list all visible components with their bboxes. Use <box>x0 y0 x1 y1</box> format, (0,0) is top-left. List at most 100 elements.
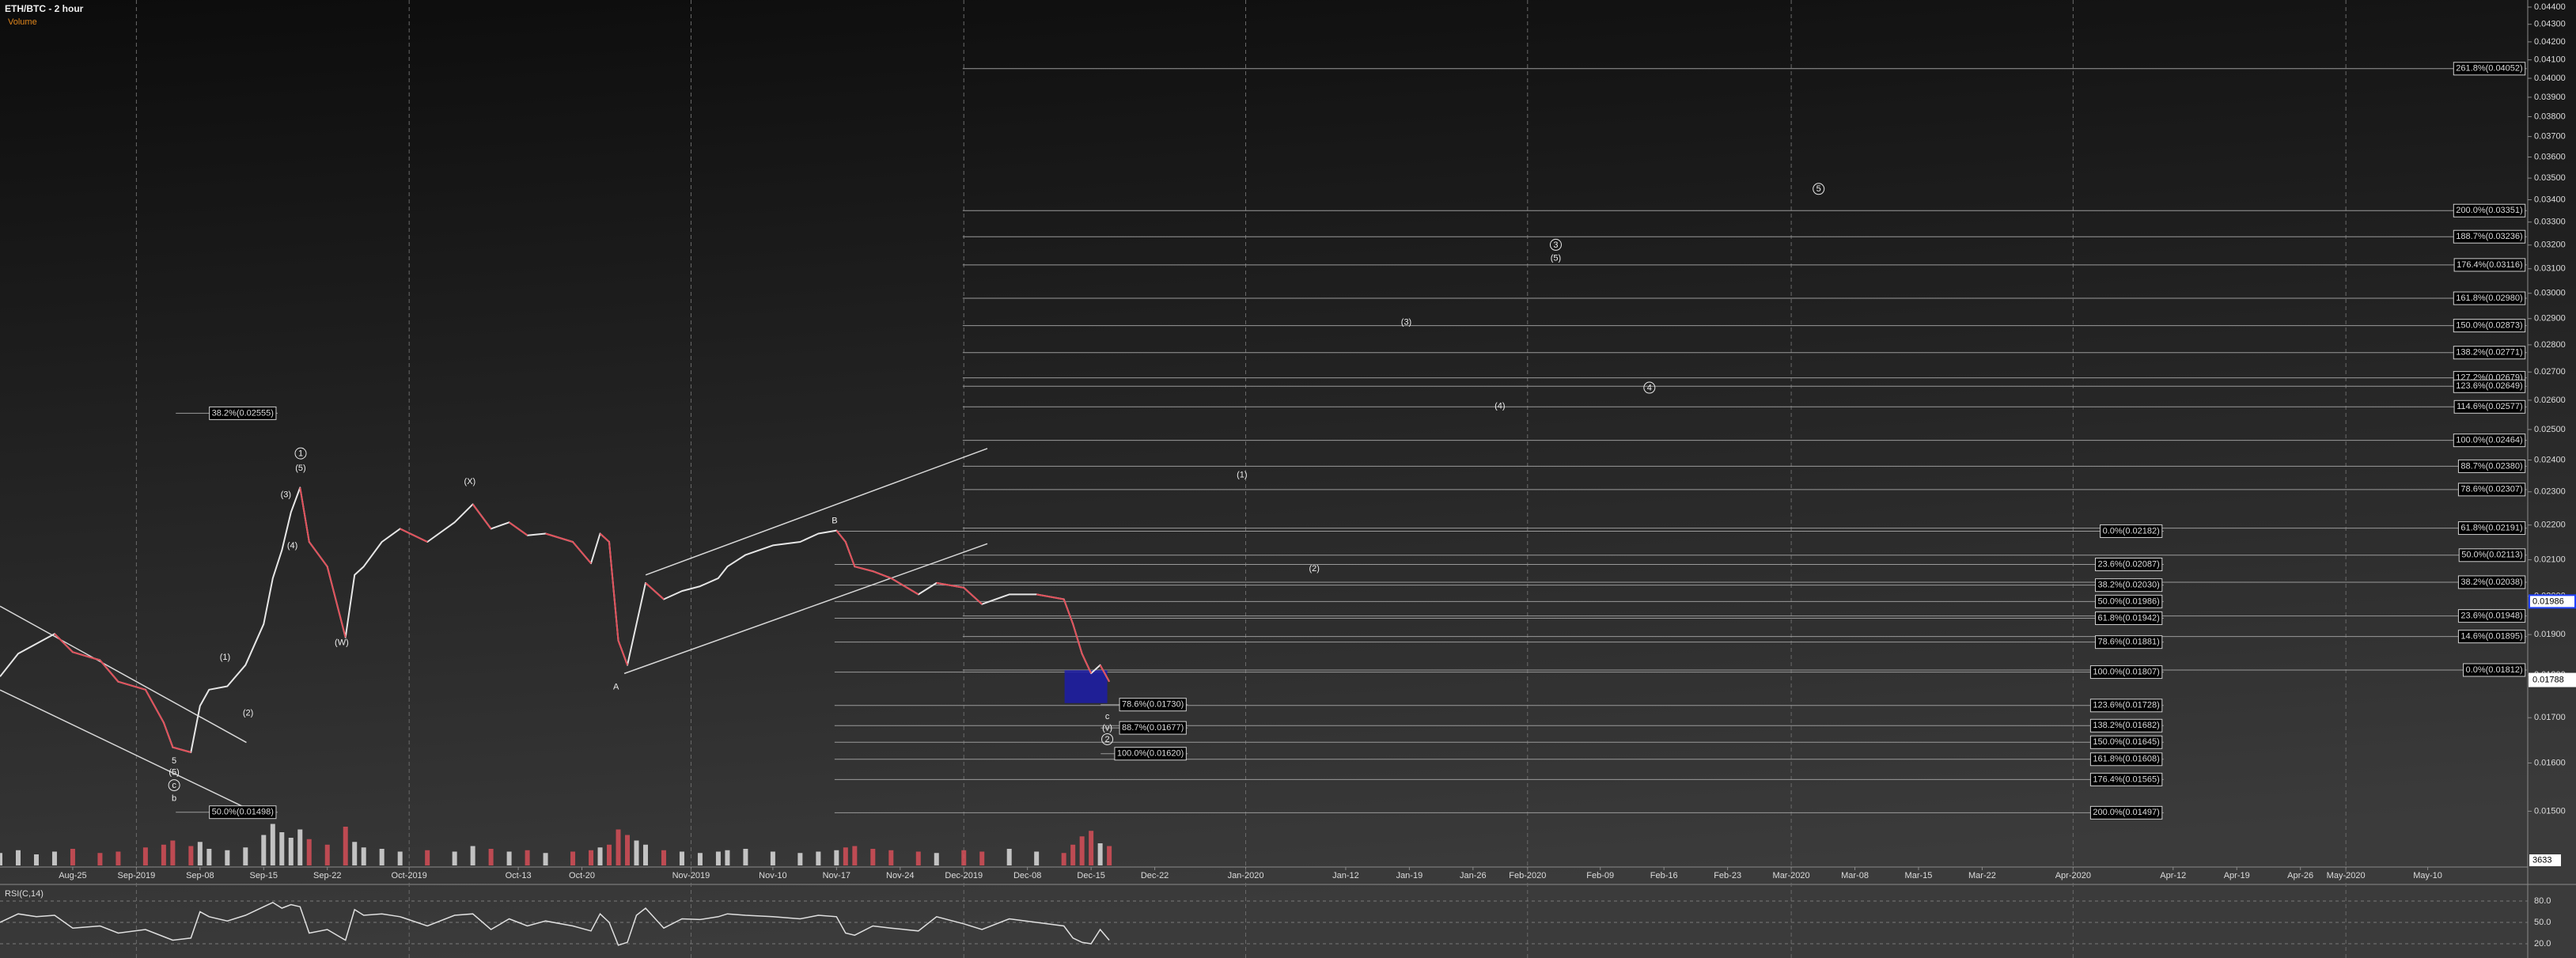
y-tick-label: 0.03800 <box>2534 112 2566 121</box>
wave-label: (5) <box>1551 253 1561 263</box>
volume-bar <box>979 851 985 865</box>
volume-bar <box>15 850 21 865</box>
wave-label: (2) <box>1309 564 1319 574</box>
volume-bar <box>597 847 603 865</box>
price-down-segment <box>936 581 964 589</box>
y-tick-label: 0.04000 <box>2534 74 2566 83</box>
wave-label: 4 <box>1647 383 1652 392</box>
wave-label: b <box>172 794 176 804</box>
volume-value-label: 3633 <box>2532 855 2551 865</box>
volume-bar <box>870 849 876 865</box>
volume-bar <box>225 850 230 865</box>
x-tick-label: Feb-23 <box>1714 871 1741 880</box>
price-marker-label: 0.01986 <box>2532 596 2564 606</box>
rsi-title: RSI(C,14) <box>5 889 44 899</box>
volume-bar <box>288 838 294 865</box>
fib-label: 161.8%(0.02980) <box>2456 293 2522 303</box>
chart-title: ETH/BTC - 2 hour <box>5 3 84 14</box>
wave-label: 2 <box>1105 735 1110 744</box>
price-down-segment <box>1099 665 1110 683</box>
volume-bar <box>852 846 858 865</box>
y-tick-label: 0.03200 <box>2534 240 2566 250</box>
fib-label-box <box>2453 258 2526 272</box>
wave-label: (X) <box>464 477 476 487</box>
volume-bar <box>616 829 621 865</box>
fib-label-box <box>1119 698 1187 712</box>
fib-label-box <box>2458 548 2526 562</box>
x-tick-label: Dec-22 <box>1141 871 1169 880</box>
fib-label-box <box>2453 203 2526 218</box>
price-down-segment <box>145 689 165 723</box>
rsi-tick-label: 80.0 <box>2534 896 2551 906</box>
volume-bar <box>0 853 2 865</box>
fib-label-box <box>1114 747 1187 761</box>
volume-bar <box>570 851 576 865</box>
y-tick-label: 0.03100 <box>2534 264 2566 274</box>
volume-bar <box>642 844 648 865</box>
fib-label-box <box>2089 752 2163 767</box>
fib-label-box <box>2457 483 2526 497</box>
y-tick-label: 0.02100 <box>2534 555 2566 565</box>
x-tick-label: Jan-19 <box>1396 871 1423 880</box>
fib-label: 38.2%(0.02038) <box>2460 577 2522 587</box>
volume-bar <box>661 850 666 865</box>
x-tick-label: Sep-15 <box>250 871 278 880</box>
volume-bar <box>961 850 967 865</box>
fib-label-box <box>2095 578 2163 593</box>
price-down-segment <box>509 521 528 536</box>
fib-label-box <box>2457 609 2526 623</box>
x-tick-label: Dec-15 <box>1077 871 1104 880</box>
fib-label: 78.6%(0.02307) <box>2460 485 2522 494</box>
volume-bar <box>261 835 267 865</box>
fib-label-box <box>2453 291 2526 305</box>
volume-bar <box>116 851 121 865</box>
volume-bar <box>625 835 631 865</box>
volume-bar <box>33 854 39 865</box>
price-down-segment <box>172 746 191 753</box>
volume-bar <box>1089 831 1094 865</box>
volume-bar <box>589 850 594 865</box>
fib-label: 50.0%(0.01498) <box>212 808 274 817</box>
y-tick-label: 0.02400 <box>2534 455 2566 464</box>
y-tick-label: 0.03000 <box>2534 289 2566 298</box>
x-tick-label: Nov-17 <box>823 871 850 880</box>
y-tick-label: 0.01500 <box>2534 806 2566 816</box>
wave-label: (2) <box>243 709 253 718</box>
volume-bar <box>697 853 703 865</box>
fib-label: 38.2%(0.02555) <box>212 408 274 418</box>
fib-label-box <box>2100 524 2163 538</box>
fib-label: 23.6%(0.02087) <box>2098 559 2160 569</box>
volume-bar <box>843 847 848 865</box>
volume-bar <box>679 851 684 865</box>
price-down-segment <box>1063 599 1074 625</box>
volume-bar <box>1034 851 1040 865</box>
x-tick-label: Dec-2019 <box>945 871 983 880</box>
volume-bar <box>70 849 75 865</box>
volume-bar <box>343 827 348 865</box>
price-down-segment <box>617 640 628 666</box>
x-tick-label: Feb-09 <box>1586 871 1614 880</box>
y-tick-label: 0.04100 <box>2534 55 2566 65</box>
volume-bar <box>834 850 839 865</box>
x-tick-label: Sep-2019 <box>118 871 156 880</box>
volume-bar <box>1097 843 1103 865</box>
fib-label: 200.0%(0.03351) <box>2456 206 2522 215</box>
fib-label-box <box>2095 557 2163 571</box>
fib-label: 88.7%(0.02380) <box>2460 461 2522 471</box>
volume-bar <box>197 842 203 865</box>
x-tick-label: Oct-20 <box>569 871 595 880</box>
fib-label: 50.0%(0.02113) <box>2461 551 2522 560</box>
price-down-segment <box>645 582 665 600</box>
fib-label-box <box>209 805 277 820</box>
y-tick-label: 0.03500 <box>2534 173 2566 183</box>
fib-label-box <box>2089 735 2163 749</box>
volume-bar <box>715 851 721 865</box>
volume-bar <box>170 840 176 865</box>
fib-label: 78.6%(0.01730) <box>1122 700 1184 710</box>
wave-label: (5) <box>295 464 305 473</box>
wave-label: c <box>172 781 176 790</box>
fib-label: 61.8%(0.01942) <box>2098 613 2160 623</box>
volume-bar <box>51 851 57 865</box>
y-tick-label: 0.02800 <box>2534 340 2566 350</box>
volume-bar <box>1079 836 1085 865</box>
